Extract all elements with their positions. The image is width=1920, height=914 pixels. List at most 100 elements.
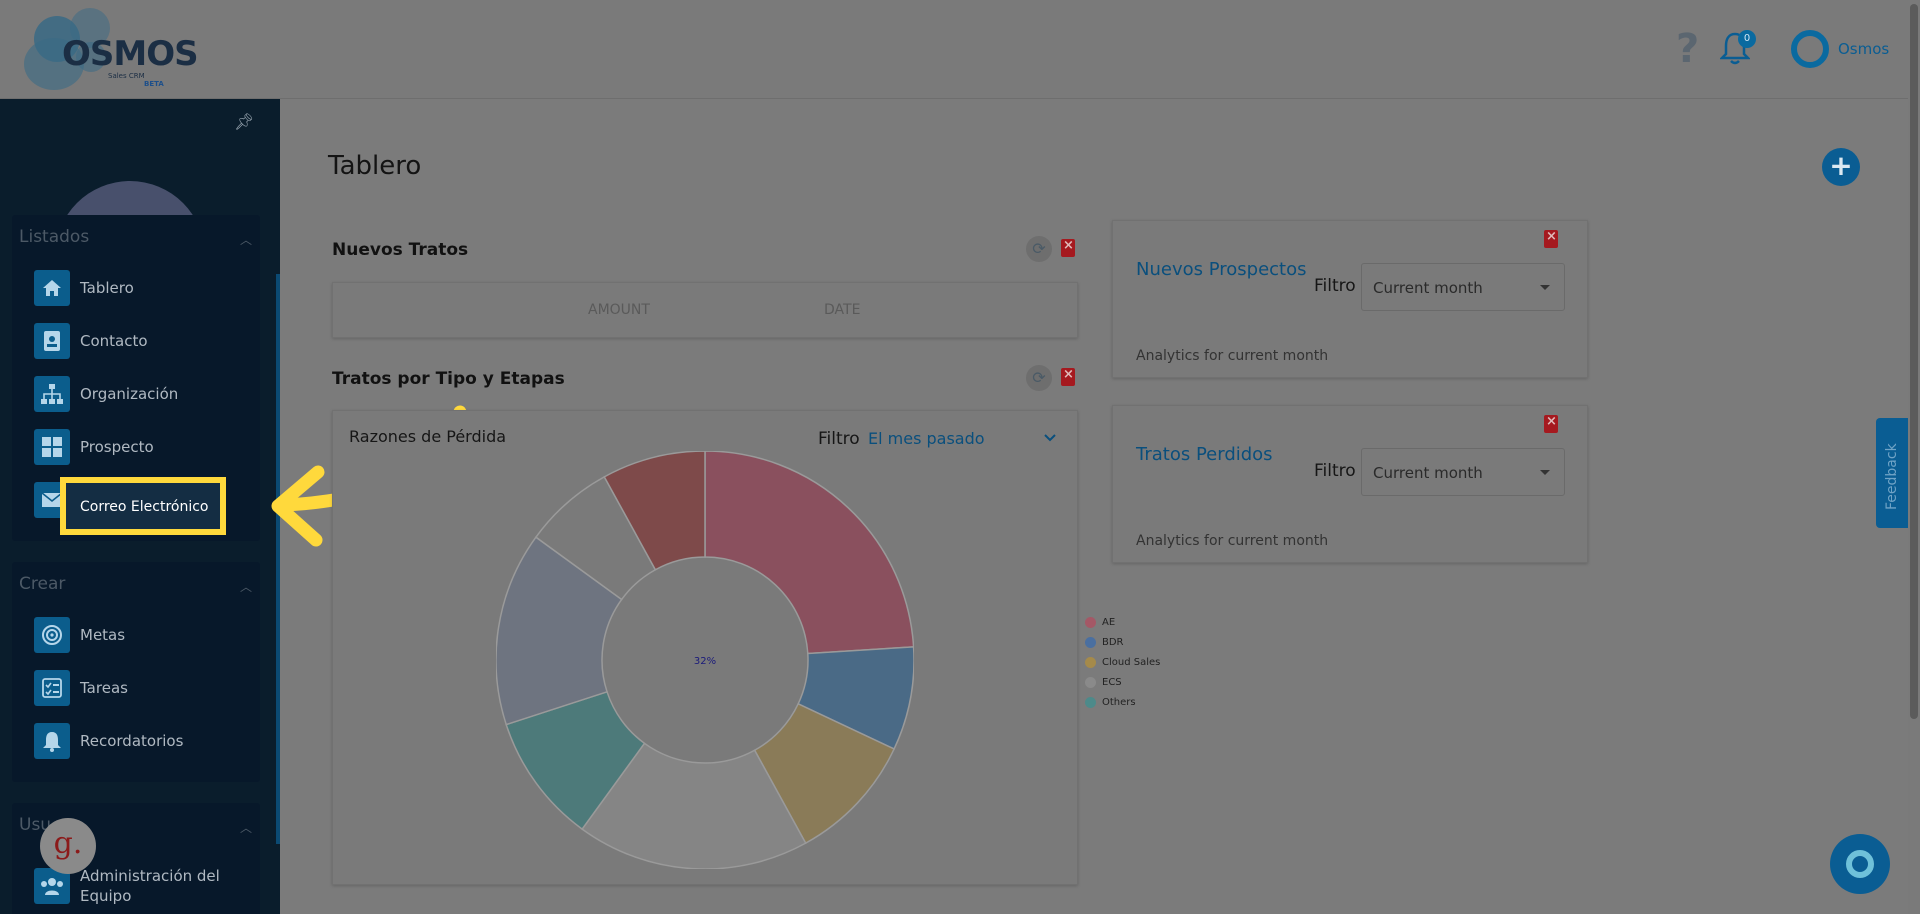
nav-item-label: Contacto bbox=[80, 332, 148, 350]
highlight-label: Correo Electrónico bbox=[80, 499, 209, 515]
legend-label: Cloud Sales bbox=[1102, 656, 1161, 668]
filter-select-value: Current month bbox=[1373, 464, 1483, 482]
feedback-tab[interactable]: Feedback bbox=[1876, 418, 1910, 528]
refresh-icon[interactable]: ⟳ bbox=[1026, 236, 1052, 262]
legend-swatch bbox=[1085, 696, 1096, 708]
grid-icon bbox=[34, 429, 70, 465]
highlighted-nav-item-correo[interactable]: Correo Electrónico bbox=[60, 477, 226, 535]
filter-select[interactable]: Current month bbox=[1361, 263, 1565, 311]
donut-slice-7[interactable] bbox=[603, 451, 706, 571]
analytics-note: Analytics for current month bbox=[1136, 348, 1329, 364]
nav-group-title[interactable]: Usu bbox=[19, 815, 52, 835]
legend-swatch bbox=[1085, 636, 1096, 648]
donut-slice-5[interactable] bbox=[496, 536, 623, 726]
filter-select-value: Current month bbox=[1373, 279, 1483, 297]
logo-subtitle: Sales CRM bbox=[108, 72, 145, 80]
nav-group-title[interactable]: Listados bbox=[19, 227, 90, 247]
nav-item-label: Metas bbox=[80, 626, 126, 644]
chart-legend: AE BDR Cloud Sales ECS Others bbox=[1085, 612, 1160, 712]
nav-item-label: Tareas bbox=[80, 679, 128, 697]
team-icon bbox=[34, 868, 70, 904]
home-icon bbox=[34, 270, 70, 306]
filter-select[interactable]: Current month bbox=[1361, 448, 1565, 496]
nav-group-title[interactable]: Crear bbox=[19, 574, 66, 594]
analytics-note: Analytics for current month bbox=[1136, 533, 1329, 549]
nav-item-contacto[interactable]: Contacto bbox=[34, 321, 254, 361]
legend-item-0[interactable]: AE bbox=[1085, 612, 1160, 632]
collapse-chevron-icon[interactable]: ︿ bbox=[239, 821, 252, 835]
legend-label: AE bbox=[1102, 616, 1116, 628]
org-chart-icon bbox=[34, 376, 70, 412]
nav-item-organizacion[interactable]: Organización bbox=[34, 374, 254, 414]
chart-subtitle: Razones de Pérdida bbox=[349, 427, 507, 446]
sidebar-scrollbar[interactable] bbox=[276, 274, 280, 844]
donut-chart: 32% bbox=[496, 451, 914, 869]
pin-icon[interactable]: 📌︎ bbox=[234, 112, 255, 131]
collapse-chevron-icon[interactable]: ︿ bbox=[239, 233, 252, 247]
user-name[interactable]: Osmos bbox=[1838, 40, 1890, 58]
donut-slice-0[interactable] bbox=[704, 451, 914, 655]
nav-item-label: Tablero bbox=[80, 279, 134, 297]
osmos-logo[interactable]: OSMOS Sales CRM BETA bbox=[24, 8, 199, 90]
target-icon bbox=[34, 617, 70, 653]
overlay-badge[interactable]: g. bbox=[40, 818, 96, 874]
nav-item-administracion[interactable]: Administración del Equipo bbox=[34, 863, 254, 909]
nav-item-label: Prospecto bbox=[80, 438, 154, 456]
donut-center-label: 32% bbox=[694, 656, 716, 667]
table-header-amount[interactable]: AMOUNT bbox=[588, 302, 650, 318]
add-widget-button[interactable]: + bbox=[1822, 148, 1860, 186]
notification-count-badge: 0 bbox=[1738, 30, 1756, 48]
nuevos-tratos-table: AMOUNT DATE bbox=[332, 282, 1078, 338]
legend-label: Others bbox=[1102, 696, 1136, 708]
chart-filter-select[interactable]: El mes pasado bbox=[868, 429, 985, 448]
nav-item-recordatorios[interactable]: Recordatorios bbox=[34, 721, 254, 761]
legend-item-4[interactable]: Others bbox=[1085, 692, 1160, 712]
nav-item-prospecto[interactable]: Prospecto bbox=[34, 427, 254, 467]
logo-beta-badge: BETA bbox=[144, 80, 164, 88]
panel-title-tratos-tipo: Tratos por Tipo y Etapas bbox=[332, 369, 565, 389]
legend-item-2[interactable]: Cloud Sales bbox=[1085, 652, 1160, 672]
help-icon[interactable]: ? bbox=[1676, 26, 1700, 72]
delete-icon[interactable] bbox=[1061, 238, 1075, 257]
nuevos-prospectos-card: Nuevos Prospectos Filtro Current month A… bbox=[1112, 220, 1588, 378]
legend-swatch bbox=[1085, 656, 1096, 668]
nav-item-label: Administración del Equipo bbox=[80, 867, 220, 905]
filter-label: Filtro bbox=[1314, 461, 1356, 481]
delete-icon[interactable] bbox=[1544, 229, 1558, 248]
legend-label: BDR bbox=[1102, 636, 1124, 648]
nav-item-label: Organización bbox=[80, 385, 179, 403]
legend-label: ECS bbox=[1102, 676, 1122, 688]
nav-item-label: Recordatorios bbox=[80, 732, 184, 750]
tratos-perdidos-card: Tratos Perdidos Filtro Current month Ana… bbox=[1112, 405, 1588, 563]
table-header-date[interactable]: DATE bbox=[824, 302, 861, 318]
dropdown-caret-icon bbox=[1540, 470, 1550, 475]
page-title: Tablero bbox=[328, 151, 422, 181]
logo-wordmark: OSMOS bbox=[62, 34, 199, 74]
legend-swatch bbox=[1085, 676, 1096, 688]
legend-item-3[interactable]: ECS bbox=[1085, 672, 1160, 692]
delete-icon[interactable] bbox=[1061, 367, 1075, 386]
feedback-label: Feedback bbox=[1884, 443, 1900, 510]
contact-card-icon bbox=[34, 323, 70, 359]
refresh-icon[interactable]: ⟳ bbox=[1026, 365, 1052, 391]
user-avatar[interactable] bbox=[1791, 30, 1829, 68]
donut-slice-3[interactable] bbox=[581, 742, 807, 869]
chevron-down-icon[interactable] bbox=[1043, 433, 1057, 443]
page-scrollbar-thumb[interactable] bbox=[1910, 4, 1918, 719]
chart-filter-label: Filtro bbox=[818, 429, 860, 449]
chat-launcher-button[interactable] bbox=[1830, 834, 1890, 894]
card-title-nuevos-prospectos[interactable]: Nuevos Prospectos bbox=[1136, 259, 1307, 280]
card-title-tratos-perdidos[interactable]: Tratos Perdidos bbox=[1136, 444, 1273, 465]
nav-group-crear: Crear ︿ Metas Tareas Recordatorios bbox=[12, 562, 260, 782]
nav-item-tareas[interactable]: Tareas bbox=[34, 668, 254, 708]
nav-item-tablero[interactable]: Tablero bbox=[34, 268, 254, 308]
collapse-chevron-icon[interactable]: ︿ bbox=[239, 580, 252, 594]
panel-title-nuevos-tratos: Nuevos Tratos bbox=[332, 240, 469, 260]
delete-icon[interactable] bbox=[1544, 414, 1558, 433]
filter-label: Filtro bbox=[1314, 276, 1356, 296]
top-header: OSMOS Sales CRM BETA ? 0 Osmos bbox=[0, 0, 1920, 99]
dropdown-caret-icon bbox=[1540, 285, 1550, 290]
legend-item-1[interactable]: BDR bbox=[1085, 632, 1160, 652]
nav-item-metas[interactable]: Metas bbox=[34, 615, 254, 655]
page-scrollbar[interactable] bbox=[1908, 0, 1920, 914]
